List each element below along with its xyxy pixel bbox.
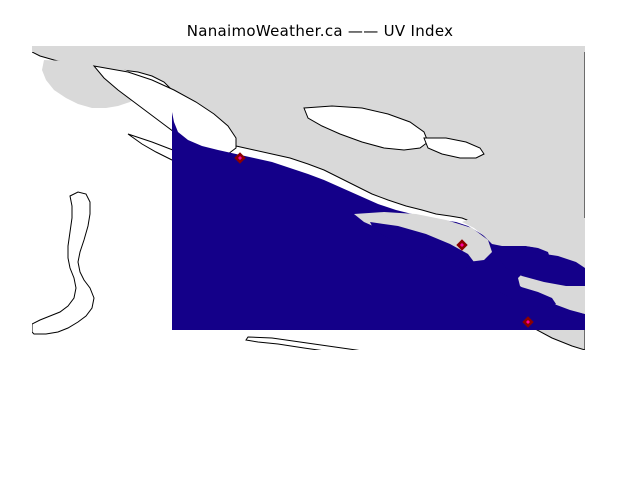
station-marker[interactable] (522, 316, 534, 328)
station-marker[interactable] (456, 239, 468, 251)
land-over-data (354, 212, 585, 330)
map-frame (32, 46, 585, 350)
island-bottom (245, 336, 360, 350)
island-left (32, 191, 95, 335)
station-markers (234, 152, 534, 328)
page-title: NanaimoWeather.ca —— UV Index (186, 22, 454, 40)
uv-legend: 0 4 8 12 index 2026/04/20 22:29 (0, 418, 640, 480)
station-marker[interactable] (234, 152, 246, 164)
map-canvas (32, 46, 585, 350)
